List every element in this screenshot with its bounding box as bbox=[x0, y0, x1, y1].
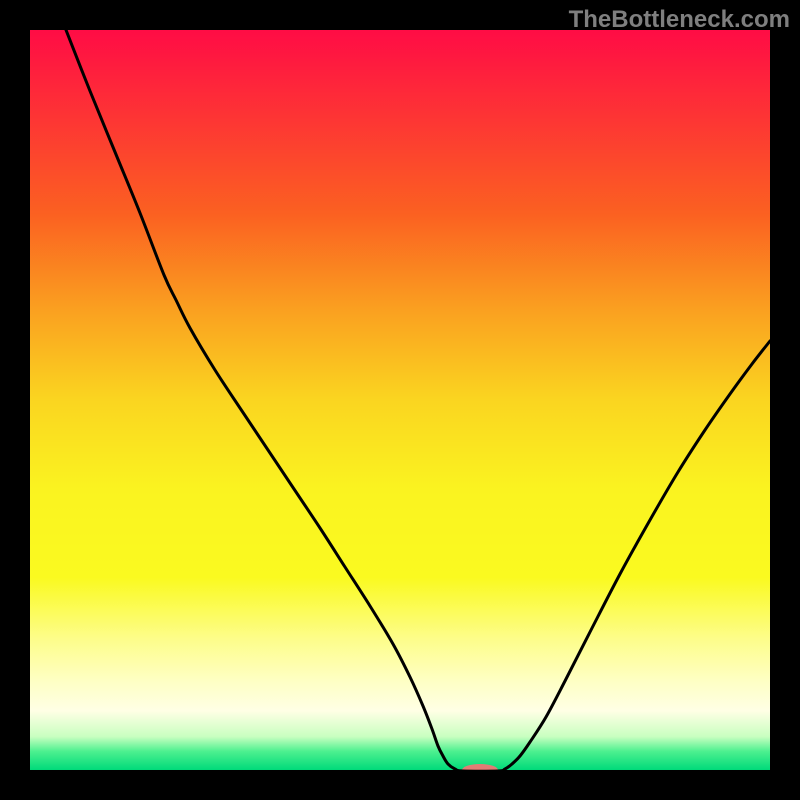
chart-plot-area bbox=[30, 30, 770, 770]
chart-svg bbox=[30, 30, 770, 770]
